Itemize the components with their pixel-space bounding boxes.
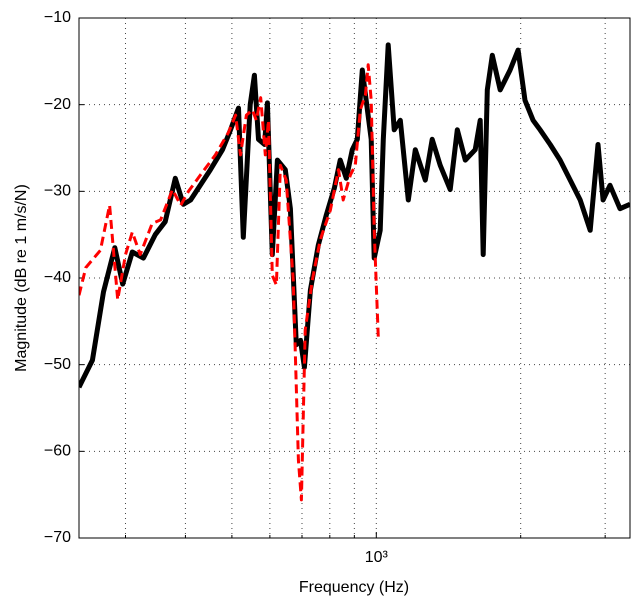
y-tick-label: −10 (44, 9, 71, 26)
y-tick-label: −70 (44, 529, 71, 546)
series-line (79, 42, 630, 389)
y-tick-label: −40 (44, 269, 71, 286)
series-line (79, 63, 380, 502)
y-tick-label: −30 (44, 183, 71, 200)
x-axis-label: Frequency (Hz) (299, 579, 409, 596)
x-tick-label: 10³ (365, 549, 389, 566)
y-tick-label: −60 (44, 443, 71, 460)
y-axis-label: Magnitude (dB re 1 m/s/N) (13, 184, 30, 372)
y-tick-label: −50 (44, 356, 71, 373)
y-tick-label: −20 (44, 96, 71, 113)
plot-frame (78, 17, 631, 539)
